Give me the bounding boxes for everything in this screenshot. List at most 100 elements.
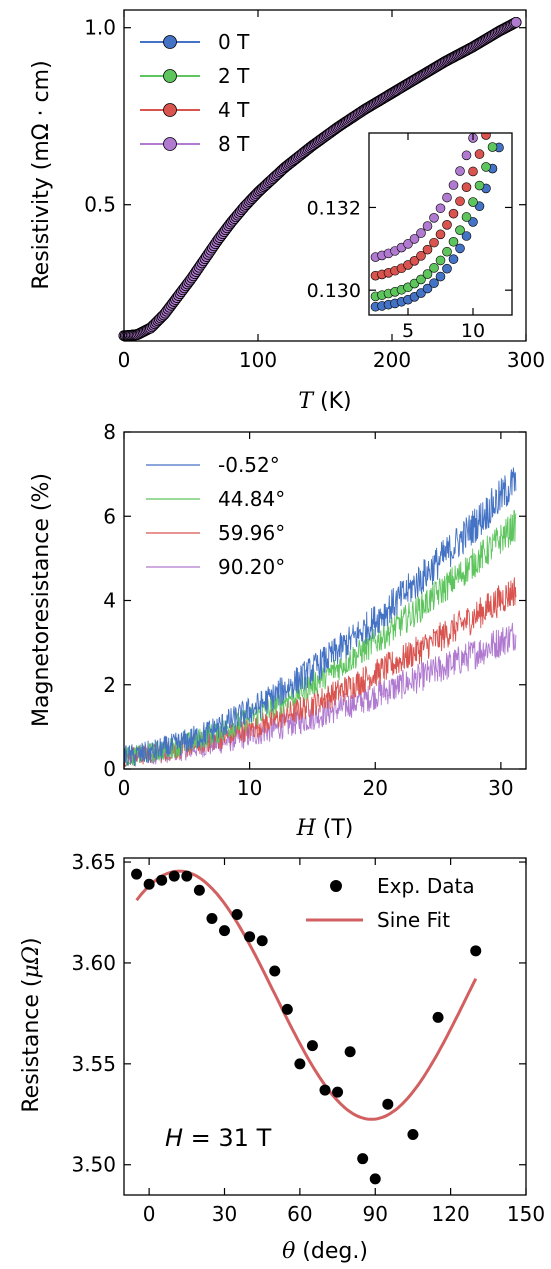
- inset-point-2t: [474, 180, 485, 191]
- field-symbol: H: [296, 816, 317, 841]
- angle-dependence-chart: 0 30 60 90 120 150 3.50 3.55 3.60 3.65 Exp. Data S…: [19, 850, 545, 1264]
- data-point: [143, 878, 155, 890]
- data-point: [294, 1058, 306, 1070]
- resistivity-ticks: 0 100 200 300 0.5 1.0: [84, 10, 545, 372]
- resistivity-x-tick-label: 0: [118, 348, 131, 372]
- data-point: [344, 1046, 356, 1058]
- data-point: [193, 884, 205, 896]
- resistivity-y-tick-label: 0.5: [84, 193, 116, 217]
- data-point: [306, 1040, 318, 1052]
- resistivity-x-tick-label: 300: [507, 348, 545, 372]
- angle-dependence-y-tick-label: 3.55: [71, 1052, 116, 1076]
- inset-point-8t: [403, 239, 413, 249]
- magnetoresistance-y-tick-label: 4: [103, 589, 116, 613]
- inset-point-2t: [416, 274, 426, 285]
- data-point: [231, 909, 243, 921]
- inset-point-8t: [429, 212, 439, 223]
- magnetoresistance-plot-area: [124, 467, 517, 768]
- inset-point-4t: [416, 251, 426, 261]
- data-point: [256, 935, 268, 947]
- magnetoresistance-trace-0: [124, 467, 517, 767]
- inset-point-4t: [435, 229, 446, 240]
- inset-point-4t: [488, 110, 497, 119]
- angle-dependence-x-tick-label: 0: [143, 1202, 156, 1226]
- annotation-field-symbol: H: [165, 1124, 183, 1152]
- legend-label-0: 0 T: [218, 30, 250, 54]
- inset-x-tick-label: 10: [461, 320, 485, 342]
- data-point: [319, 1084, 331, 1096]
- inset-point-4t: [429, 237, 439, 248]
- inset-point-2t: [429, 263, 439, 273]
- resistivity-legend: 0 T 2 T 4 T 8 T: [140, 30, 250, 156]
- legend-marker-0: [163, 35, 177, 49]
- inset-point-8t: [482, 95, 491, 104]
- resistance-label-close: ): [19, 937, 44, 946]
- magnetoresistance-x-tick-label: 20: [363, 776, 388, 800]
- inset-point-4t: [409, 256, 420, 266]
- data-point: [244, 931, 256, 943]
- angle-dependence-x-tick-label: 150: [507, 1202, 545, 1226]
- inset-background: [369, 133, 512, 315]
- sine-fit-curve: [135, 869, 478, 1121]
- data-point: [269, 965, 281, 977]
- inset-point-2t: [461, 212, 472, 222]
- data-point: [470, 945, 482, 957]
- resistivity-y-axis-label: Resistivity (mΩ · cm): [29, 60, 54, 289]
- data-point: [369, 1173, 381, 1185]
- inset-point-4t: [468, 166, 478, 177]
- magnetoresistance-y-tick-label: 2: [103, 673, 116, 697]
- inset-point-2t: [435, 255, 446, 266]
- magnetoresistance-x-tick-label: 30: [488, 776, 513, 800]
- data-point: [156, 874, 168, 886]
- legend-marker-3: [163, 137, 177, 151]
- inset-point-0t: [455, 243, 465, 254]
- inset-point-2t: [487, 142, 498, 152]
- theta-symbol: θ: [282, 1239, 295, 1264]
- resistivity-axes-frame: [123, 9, 527, 342]
- angle-dependence-x-tick-label: 30: [212, 1202, 237, 1226]
- mr-legend-label-3: 90.20°: [218, 555, 285, 579]
- inset-point-8t: [442, 192, 452, 203]
- inset-point-2t: [442, 246, 452, 257]
- data-point: [206, 913, 218, 925]
- inset-point-8t: [488, 75, 497, 84]
- data-point: [281, 1003, 293, 1015]
- kelvin-unit: (K): [313, 389, 352, 414]
- resistivity-x-axis-label: T (K): [298, 389, 351, 414]
- inset-point-2t: [448, 236, 459, 247]
- sine-fit-legend-label: Sine Fit: [377, 908, 450, 932]
- inset-point-4t: [442, 220, 452, 230]
- inset-point-8t: [435, 203, 446, 214]
- microohm-unit: μΩ: [19, 946, 44, 979]
- magnetoresistance-trace-2: [124, 577, 517, 768]
- magnetoresistance-y-tick-label: 8: [103, 420, 116, 444]
- inset-point-8t: [422, 221, 433, 231]
- inset-point-8t: [461, 150, 472, 161]
- resistivity-y-tick-label: 1.0: [84, 16, 116, 40]
- inset-point-2t: [455, 225, 465, 236]
- inset-point-8t: [495, 56, 504, 65]
- inset-point-8t: [455, 166, 465, 176]
- magnetoresistance-x-axis-label: H (T): [296, 816, 354, 841]
- data-point: [332, 1086, 344, 1098]
- data-point: [357, 1153, 369, 1165]
- inset-points: [370, 56, 504, 312]
- resistivity-x-tick-label: 200: [373, 348, 411, 372]
- inset-point-0t: [461, 231, 472, 241]
- inset-point-8t: [416, 228, 426, 238]
- inset-plot-area: [370, 56, 504, 312]
- magnetoresistance-x-tick-label: 10: [237, 776, 262, 800]
- magnetoresistance-ticks: 0 10 20 30 0 2 4 6 8: [103, 420, 526, 800]
- legend-label-1: 2 T: [218, 64, 250, 88]
- angle-dependence-y-tick-label: 3.65: [71, 850, 116, 874]
- inset-point-4t: [448, 208, 459, 219]
- annotation-field-value: = 31 T: [183, 1124, 272, 1152]
- magnetoresistance-y-tick-label: 6: [103, 504, 116, 528]
- angle-dependence-y-axis-label: Resistance (μΩ): [19, 937, 44, 1112]
- inset-y-tick-label: 0.132: [307, 197, 361, 219]
- magnetoresistance-x-tick-label: 0: [118, 776, 131, 800]
- field-annotation: H = 31 T: [165, 1124, 272, 1152]
- inset-point-8t: [475, 114, 484, 123]
- degree-unit: (deg.): [295, 1239, 368, 1264]
- mr-legend-label-0: -0.52°: [218, 453, 280, 477]
